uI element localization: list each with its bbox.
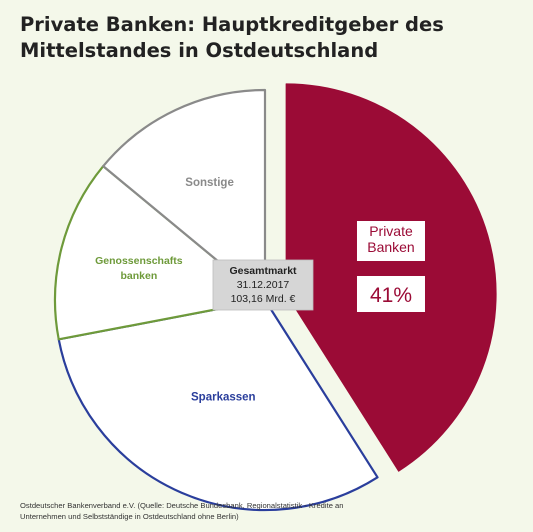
slice-label-private-banken-line-2: Banken [367, 239, 414, 255]
total-market-line-1: Gesamtmarkt [229, 265, 297, 277]
pie-slice-genossenschaftsbanken [53, 165, 267, 341]
total-market-box [212, 259, 314, 311]
slice-label-genossenschaftsbanken-line-2: banken [121, 270, 158, 282]
source-note-line-2: Unternehmen und Selbstständige in Ostdeu… [20, 512, 239, 521]
chart-title-line-2: Mittelstandes in Ostdeutschland [20, 39, 379, 62]
slice-label-sonstige: Sonstige [185, 177, 234, 189]
total-market-line-2: 31.12.2017 [237, 279, 290, 291]
slice-label-private-banken-line-1: Private [369, 223, 413, 239]
source-note: Ostdeutscher Bankenverband e.V. (Quelle:… [20, 500, 525, 522]
slice-label-box [356, 221, 425, 261]
slice-value-box [356, 276, 425, 312]
slice-label-sparkassen: Sparkassen [191, 391, 256, 403]
chart-title: Private Banken: Hauptkreditgeber des Mit… [20, 12, 520, 64]
slice-label-genossenschaftsbanken-line-1: Genossenschafts [95, 255, 183, 267]
pie-slice-sparkassen [57, 298, 379, 512]
chart-title-line-1: Private Banken: Hauptkreditgeber des [20, 13, 444, 36]
total-market-line-3: 103,16 Mrd. € [231, 293, 296, 305]
slice-value-private-banken: 41% [370, 284, 412, 307]
source-note-line-1: Ostdeutscher Bankenverband e.V. (Quelle:… [20, 501, 344, 510]
pie-slice-sonstige [102, 88, 267, 302]
